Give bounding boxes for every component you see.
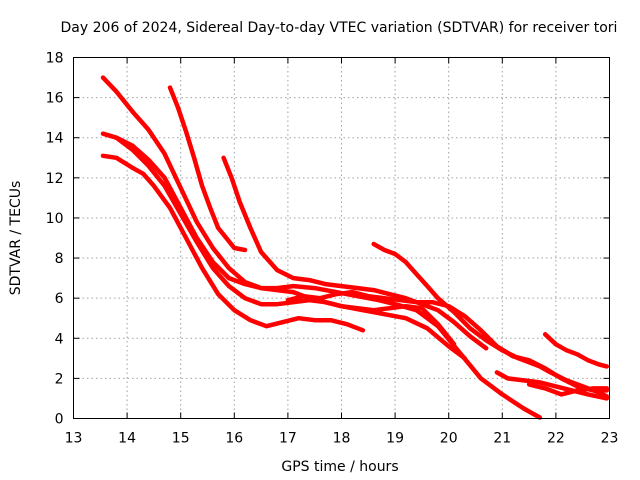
x-tick-label: 23 (601, 431, 619, 447)
series-track-1 (100, 75, 543, 420)
series-track-6 (221, 155, 489, 351)
chart-title: Day 206 of 2024, Sidereal Day-to-day VTE… (61, 20, 618, 36)
y-tick-label: 6 (55, 291, 64, 307)
x-tick-labels: 13 14 15 16 17 18 19 20 21 22 23 (65, 431, 619, 447)
y-tick-labels: 0 2 4 6 8 10 12 14 16 18 (46, 51, 64, 428)
series-track-8 (285, 289, 610, 393)
x-tick-label: 20 (440, 431, 458, 447)
x-tick-label: 17 (279, 431, 297, 447)
series-track-11 (526, 382, 610, 397)
series-track-5 (167, 85, 248, 253)
x-tick-label: 15 (172, 431, 190, 447)
x-tick-label: 19 (386, 431, 404, 447)
y-tick-label: 12 (46, 171, 64, 187)
x-tick-label: 13 (65, 431, 83, 447)
x-axis-label: GPS time / hours (281, 459, 398, 475)
y-tick-label: 2 (55, 371, 64, 387)
series-track-10 (542, 332, 610, 369)
x-tick-label: 18 (333, 431, 351, 447)
x-tick-label: 16 (225, 431, 243, 447)
series-track-9 (494, 370, 610, 401)
y-tick-label: 16 (46, 91, 64, 107)
y-tick-label: 0 (55, 412, 64, 428)
x-tick-label: 22 (547, 431, 565, 447)
series-track-3 (100, 153, 366, 333)
data-series-layer (100, 75, 610, 420)
y-tick-label: 4 (55, 331, 64, 347)
y-axis-label: SDTVAR / TECUs (8, 181, 24, 296)
y-tick-label: 8 (55, 251, 64, 267)
y-tick-label: 10 (46, 211, 64, 227)
x-tick-label: 21 (493, 431, 511, 447)
axis-ticks (73, 57, 610, 419)
y-tick-label: 14 (46, 131, 64, 147)
series-track-2 (100, 131, 468, 361)
series-track-4 (114, 135, 457, 347)
x-tick-label: 14 (118, 431, 136, 447)
y-tick-label: 18 (46, 51, 64, 67)
